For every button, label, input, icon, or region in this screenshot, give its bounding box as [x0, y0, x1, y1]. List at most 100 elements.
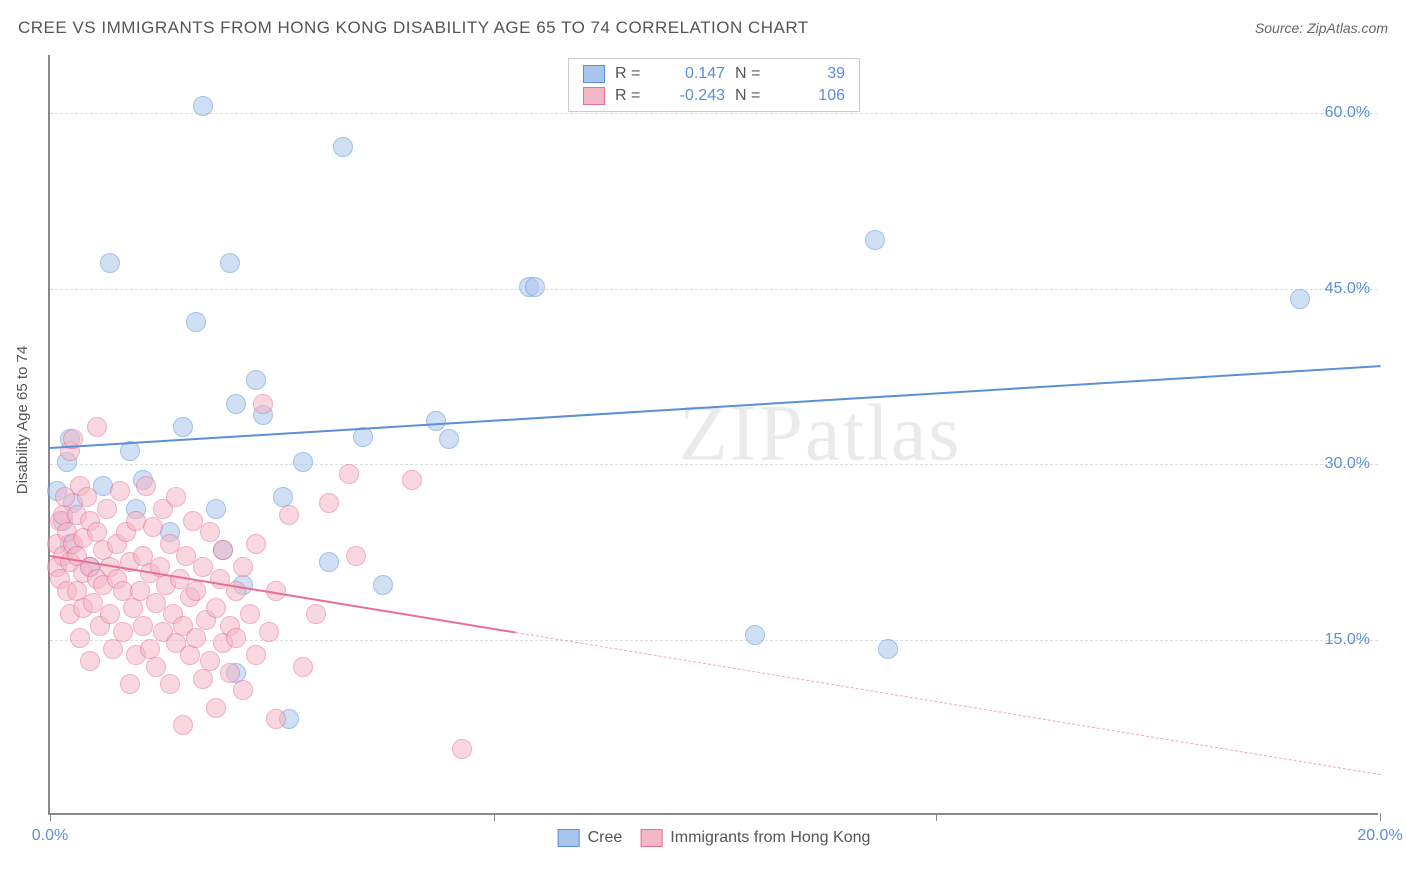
scatter-point [333, 137, 353, 157]
scatter-point [339, 464, 359, 484]
scatter-point [402, 470, 422, 490]
gridline [50, 289, 1378, 290]
scatter-point [865, 230, 885, 250]
scatter-point [136, 476, 156, 496]
scatter-point [206, 698, 226, 718]
scatter-point [220, 253, 240, 273]
scatter-point [180, 645, 200, 665]
scatter-point [206, 499, 226, 519]
scatter-point [97, 499, 117, 519]
x-tick [936, 813, 937, 821]
legend-swatch [583, 87, 605, 105]
scatter-point [346, 546, 366, 566]
scatter-point [279, 505, 299, 525]
scatter-plot-area: ZIPatlas 15.0%30.0%45.0%60.0%0.0%20.0%R … [48, 55, 1378, 815]
scatter-point [319, 552, 339, 572]
scatter-point [173, 417, 193, 437]
source-name: ZipAtlas.com [1307, 20, 1388, 36]
legend-swatch [558, 829, 580, 847]
y-axis-label: Disability Age 65 to 74 [14, 346, 31, 494]
scatter-point [103, 639, 123, 659]
scatter-point [213, 540, 233, 560]
scatter-point [439, 429, 459, 449]
correlation-legend-row: R = 0.147 N = 39 [583, 63, 845, 85]
scatter-point [226, 628, 246, 648]
scatter-point [193, 96, 213, 116]
legend-swatch [640, 829, 662, 847]
scatter-point [253, 394, 273, 414]
scatter-point [186, 581, 206, 601]
scatter-point [146, 657, 166, 677]
trend-line [515, 632, 1380, 775]
y-tick-label: 45.0% [1325, 280, 1370, 298]
scatter-point [80, 651, 100, 671]
scatter-point [206, 598, 226, 618]
scatter-point [293, 657, 313, 677]
scatter-point [1290, 289, 1310, 309]
scatter-point [166, 487, 186, 507]
watermark-text: ZIPatlas [679, 389, 962, 480]
legend-n-label: N = [735, 65, 765, 83]
legend-r-label: R = [615, 65, 645, 83]
scatter-point [426, 411, 446, 431]
scatter-point [113, 622, 133, 642]
scatter-point [452, 739, 472, 759]
series-legend-item: Immigrants from Hong Kong [640, 829, 870, 847]
chart-title: CREE VS IMMIGRANTS FROM HONG KONG DISABI… [18, 18, 809, 38]
scatter-point [319, 493, 339, 513]
scatter-point [233, 680, 253, 700]
scatter-point [186, 628, 206, 648]
y-tick-label: 60.0% [1325, 104, 1370, 122]
scatter-point [246, 370, 266, 390]
scatter-point [133, 616, 153, 636]
scatter-point [193, 669, 213, 689]
scatter-point [306, 604, 326, 624]
gridline [50, 464, 1378, 465]
scatter-point [246, 645, 266, 665]
chart-header: CREE VS IMMIGRANTS FROM HONG KONG DISABI… [18, 18, 1388, 38]
correlation-legend-row: R =-0.243N =106 [583, 85, 845, 107]
scatter-point [186, 312, 206, 332]
x-tick [50, 813, 51, 821]
series-legend-label: Immigrants from Hong Kong [670, 829, 870, 847]
scatter-point [100, 253, 120, 273]
legend-n-value: 106 [775, 87, 845, 105]
source-prefix: Source: [1255, 20, 1307, 36]
scatter-point [87, 417, 107, 437]
scatter-point [110, 481, 130, 501]
scatter-point [373, 575, 393, 595]
scatter-point [878, 639, 898, 659]
scatter-point [120, 674, 140, 694]
scatter-point [160, 674, 180, 694]
source-attribution: Source: ZipAtlas.com [1255, 20, 1388, 36]
series-legend-label: Cree [588, 829, 623, 847]
scatter-point [246, 534, 266, 554]
scatter-point [173, 715, 193, 735]
x-tick-label: 20.0% [1357, 827, 1402, 845]
legend-r-label: R = [615, 87, 645, 105]
scatter-point [259, 622, 279, 642]
legend-n-label: N = [735, 87, 765, 105]
scatter-point [143, 517, 163, 537]
x-tick [494, 813, 495, 821]
correlation-legend: R =0.147N =39R =-0.243N =106 [568, 58, 860, 112]
legend-swatch [583, 65, 605, 83]
scatter-point [745, 625, 765, 645]
scatter-point [200, 651, 220, 671]
scatter-point [240, 604, 260, 624]
scatter-point [77, 487, 97, 507]
legend-r-value: 0.147 [655, 65, 725, 83]
y-tick-label: 15.0% [1325, 631, 1370, 649]
series-legend-item: Cree [558, 829, 623, 847]
scatter-point [200, 522, 220, 542]
y-tick-label: 30.0% [1325, 455, 1370, 473]
scatter-point [226, 394, 246, 414]
scatter-point [293, 452, 313, 472]
scatter-point [220, 663, 240, 683]
scatter-point [100, 604, 120, 624]
legend-n-value: 39 [775, 65, 845, 83]
x-tick-label: 0.0% [32, 827, 68, 845]
gridline [50, 640, 1378, 641]
x-tick [1380, 813, 1381, 821]
scatter-point [266, 709, 286, 729]
